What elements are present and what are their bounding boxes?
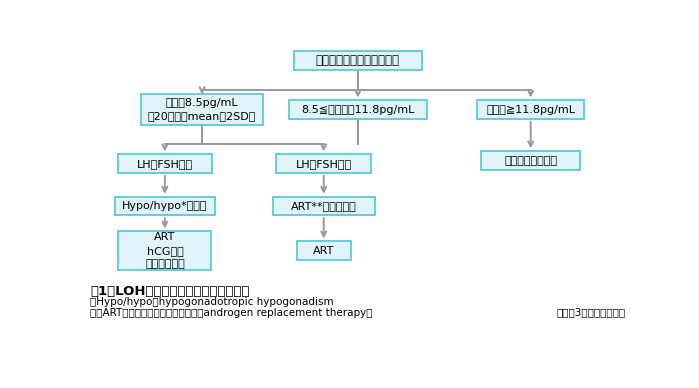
Text: 8.5≦境界閾＜11.8pg/mL: 8.5≦境界閾＜11.8pg/mL bbox=[301, 105, 415, 115]
FancyBboxPatch shape bbox=[296, 241, 351, 260]
Text: ＊Hypo/hypo：hypogonadotropic hypogonadism: ＊Hypo/hypo：hypogonadotropic hypogonadism bbox=[90, 297, 334, 307]
FancyBboxPatch shape bbox=[481, 151, 580, 170]
Text: Hypo/hypo*の精査: Hypo/hypo*の精査 bbox=[122, 201, 208, 211]
Text: （文献3をもとに作成）: （文献3をもとに作成） bbox=[557, 308, 626, 318]
Text: ＊＊ART：テストステロン補充療法（androgen replacement therapy）: ＊＊ART：テストステロン補充療法（androgen replacement t… bbox=[90, 308, 373, 318]
Text: 低値＜8.5pg/mL
（20歳代のmean－2SD）: 低値＜8.5pg/mL （20歳代のmean－2SD） bbox=[148, 98, 257, 121]
Text: LH・FSH上昇: LH・FSH上昇 bbox=[296, 159, 352, 169]
FancyBboxPatch shape bbox=[477, 100, 584, 119]
FancyBboxPatch shape bbox=[273, 197, 375, 215]
FancyBboxPatch shape bbox=[115, 197, 215, 215]
Text: 正常値≧11.8pg/mL: 正常値≧11.8pg/mL bbox=[487, 105, 575, 115]
Text: ART**禁忌例除外: ART**禁忌例除外 bbox=[291, 201, 356, 211]
Text: 遊離型テストステロン測定: 遊離型テストステロン測定 bbox=[316, 54, 400, 67]
Text: 図1　LOH症候群の診断のアルゴリズム: 図1 LOH症候群の診断のアルゴリズム bbox=[90, 285, 250, 298]
FancyBboxPatch shape bbox=[294, 51, 421, 70]
FancyBboxPatch shape bbox=[118, 231, 211, 270]
FancyBboxPatch shape bbox=[289, 100, 427, 119]
Text: ART: ART bbox=[313, 246, 334, 256]
FancyBboxPatch shape bbox=[277, 154, 371, 173]
Text: ART
hCG療法
原疾患の治療: ART hCG療法 原疾患の治療 bbox=[145, 232, 185, 269]
FancyBboxPatch shape bbox=[141, 94, 264, 125]
Text: 症状に応じた治療: 症状に応じた治療 bbox=[504, 156, 557, 166]
Text: LH・FSH低下: LH・FSH低下 bbox=[137, 159, 193, 169]
FancyBboxPatch shape bbox=[117, 154, 212, 173]
